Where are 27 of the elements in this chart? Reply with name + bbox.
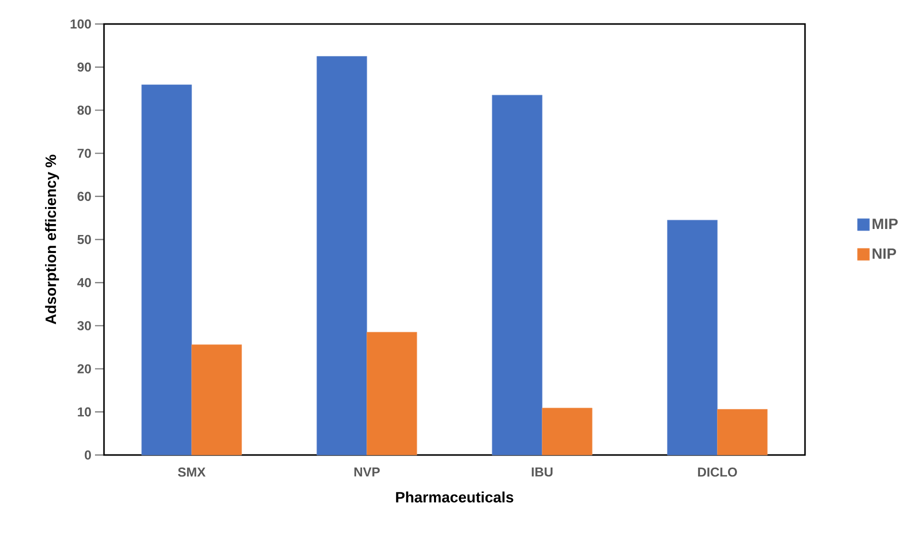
y-axis-title: Adsorption efficiency % <box>45 154 60 324</box>
x-tick-label: SMX <box>178 468 206 477</box>
x-tick-label: DICLO <box>698 468 737 477</box>
y-tick-label: 50 <box>77 234 91 244</box>
bar <box>141 84 192 456</box>
bar <box>316 56 368 456</box>
bar <box>492 94 542 456</box>
y-tick-label: 90 <box>78 62 91 72</box>
bar <box>667 220 718 456</box>
y-tick-label: 0 <box>84 450 91 460</box>
x-tick-label: NVP <box>354 468 380 476</box>
bar <box>366 332 418 456</box>
y-tick-label: 30 <box>77 321 91 330</box>
y-tick-label: 10 <box>78 407 91 416</box>
y-tick-label: 40 <box>77 278 91 288</box>
y-tick-label: 80 <box>77 106 91 115</box>
x-axis-title: Pharmaceuticals <box>396 492 514 502</box>
bar <box>542 408 592 456</box>
y-tick-label: 20 <box>78 364 91 374</box>
y-tick-label: 60 <box>78 192 91 201</box>
x-tick-label: IBU <box>532 468 552 477</box>
bar <box>191 344 242 456</box>
y-tick-label: 70 <box>78 148 91 158</box>
legend-label: NIP <box>872 248 896 259</box>
bar <box>717 409 768 456</box>
y-tick-label: 100 <box>70 19 91 29</box>
legend-label: MIP <box>872 218 898 230</box>
